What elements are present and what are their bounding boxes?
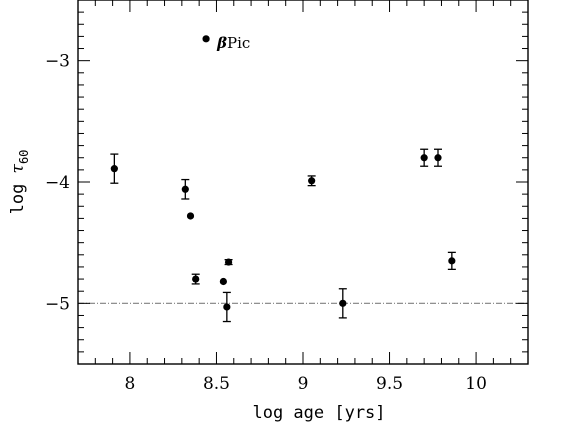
data-point: [181, 185, 189, 193]
annotation-symbol: β: [216, 34, 227, 52]
data-point: [434, 154, 442, 162]
plot-frame: [77, 0, 529, 365]
data-point: [224, 258, 233, 266]
annotations: βPic: [216, 34, 250, 52]
data-point: [308, 177, 316, 185]
data-point: [219, 277, 227, 286]
y-axis-title: log τ60: [8, 150, 31, 215]
x-tick-label: 9: [298, 374, 309, 394]
data-point: [192, 275, 200, 283]
data-point: [339, 299, 347, 307]
x-tick-label: 9.5: [376, 374, 403, 394]
axis-tick-labels: 8 8.5 9 9.5 10 −3 −4 −5: [45, 52, 487, 394]
data-point: [110, 165, 118, 173]
data-point: [223, 303, 231, 311]
y-tick-label: −5: [45, 294, 70, 314]
x-tick-label: 8: [125, 374, 136, 394]
axis-ticks: [77, 0, 529, 365]
data-point: [420, 154, 428, 162]
error-bars: [110, 148, 456, 323]
y-tick-label: −3: [45, 52, 70, 72]
y-tick-label: −4: [45, 173, 70, 193]
y-axis-title-symbol: τ: [8, 163, 28, 173]
y-axis-title-subscript: 60: [17, 150, 31, 164]
annotation-name: Pic: [227, 34, 250, 52]
y-axis-title-prefix: log: [8, 173, 28, 214]
x-axis-title: log age [yrs]: [252, 403, 385, 423]
data-point: [186, 212, 195, 220]
data-point: [202, 35, 210, 43]
x-tick-label: 10: [465, 374, 487, 394]
annotation-label: βPic: [216, 34, 250, 52]
data-point: [448, 257, 456, 265]
data-points: [110, 35, 456, 311]
x-tick-label: 8.5: [203, 374, 230, 394]
